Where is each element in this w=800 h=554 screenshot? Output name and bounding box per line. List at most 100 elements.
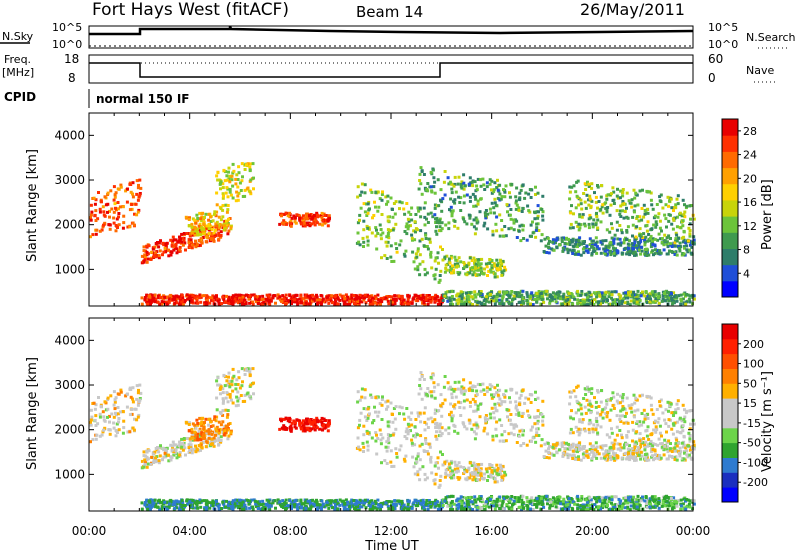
- data-cell: [576, 245, 579, 249]
- data-cell: [429, 253, 433, 257]
- data-cell: [323, 214, 327, 217]
- data-cell: [292, 214, 296, 218]
- data-cell: [476, 268, 480, 272]
- data-cell: [191, 227, 195, 231]
- data-cell: [206, 500, 210, 504]
- data-cell: [201, 434, 205, 438]
- data-cell: [222, 194, 225, 198]
- data-cell: [645, 224, 649, 227]
- data-cell: [418, 458, 422, 462]
- data-cell: [446, 176, 450, 180]
- data-cell: [512, 294, 516, 298]
- data-cell: [148, 499, 151, 503]
- data-cell: [479, 292, 483, 296]
- data-cell: [651, 300, 655, 304]
- data-cell: [531, 303, 535, 307]
- data-cell: [89, 440, 92, 444]
- data-cell: [675, 295, 679, 299]
- data-cell: [173, 506, 177, 510]
- data-cell: [435, 295, 439, 299]
- colorbar-tick-label: 4: [743, 267, 750, 280]
- data-cell: [595, 247, 599, 251]
- data-cell: [271, 501, 275, 505]
- cpid-row: CPID normal 150 IF: [4, 89, 190, 108]
- data-cell: [664, 290, 668, 294]
- data-cell: [180, 232, 184, 236]
- data-cell: [359, 411, 363, 415]
- data-cell: [482, 299, 486, 303]
- data-cell: [306, 294, 310, 298]
- data-cell: [315, 293, 318, 297]
- data-cell: [462, 187, 466, 191]
- data-cell: [232, 169, 236, 173]
- data-cell: [525, 238, 529, 242]
- data-cell: [308, 214, 311, 218]
- data-cell: [112, 221, 116, 225]
- data-cell: [607, 244, 611, 248]
- data-cell: [301, 425, 305, 429]
- data-cell: [612, 202, 616, 205]
- data-cell: [544, 244, 548, 248]
- data-cell: [184, 248, 187, 252]
- data-cell: [199, 505, 203, 509]
- data-cell: [509, 208, 513, 211]
- data-cell: [343, 502, 347, 505]
- data-cell: [381, 190, 384, 194]
- data-cell: [443, 257, 447, 261]
- data-cell: [204, 240, 208, 244]
- data-cell: [632, 251, 636, 255]
- data-cell: [366, 407, 370, 411]
- data-cell: [399, 239, 403, 243]
- data-cell: [160, 507, 164, 511]
- data-cell: [326, 224, 330, 228]
- data-cell: [643, 212, 647, 216]
- data-cell: [173, 502, 177, 506]
- data-cell: [386, 439, 390, 442]
- data-cell: [612, 241, 616, 245]
- data-cell: [460, 302, 463, 306]
- data-cell: [468, 195, 472, 199]
- data-cell: [455, 265, 459, 269]
- data-cell: [312, 297, 316, 301]
- data-cell: [635, 215, 639, 219]
- data-cell: [180, 300, 184, 304]
- data-cell: [626, 225, 630, 229]
- data-cell: [498, 463, 502, 467]
- data-cell: [433, 203, 437, 207]
- data-cell: [384, 195, 388, 199]
- data-cell: [490, 264, 494, 268]
- data-cell: [517, 291, 521, 295]
- data-cell: [116, 431, 119, 434]
- data-cell: [223, 179, 227, 183]
- data-cell: [299, 220, 303, 224]
- data-cell: [576, 179, 580, 183]
- data-cell: [174, 449, 178, 453]
- data-cell: [381, 436, 385, 440]
- data-cell: [677, 294, 681, 298]
- data-cell: [422, 296, 425, 300]
- data-cell: [219, 423, 223, 427]
- data-cell: [239, 189, 243, 192]
- data-cell: [458, 201, 462, 204]
- data-cell: [183, 446, 187, 450]
- data-cell: [506, 210, 509, 214]
- data-cell: [95, 228, 99, 232]
- data-cell: [500, 270, 504, 274]
- colorbar-tick-label: 16: [743, 196, 757, 209]
- data-cell: [220, 507, 224, 510]
- data-cell: [114, 434, 118, 438]
- data-cell: [167, 300, 171, 304]
- data-cell: [321, 428, 325, 432]
- data-cell: [644, 252, 648, 256]
- data-cell: [412, 229, 416, 233]
- data-cell: [273, 294, 277, 298]
- data-cell: [406, 297, 410, 301]
- data-cell: [471, 297, 475, 301]
- data-cell: [217, 237, 221, 241]
- data-cell: [471, 192, 475, 196]
- data-cell: [676, 202, 680, 206]
- data-cell: [639, 252, 643, 256]
- data-cell: [200, 241, 204, 245]
- data-cell: [545, 251, 549, 254]
- data-cell: [658, 199, 662, 203]
